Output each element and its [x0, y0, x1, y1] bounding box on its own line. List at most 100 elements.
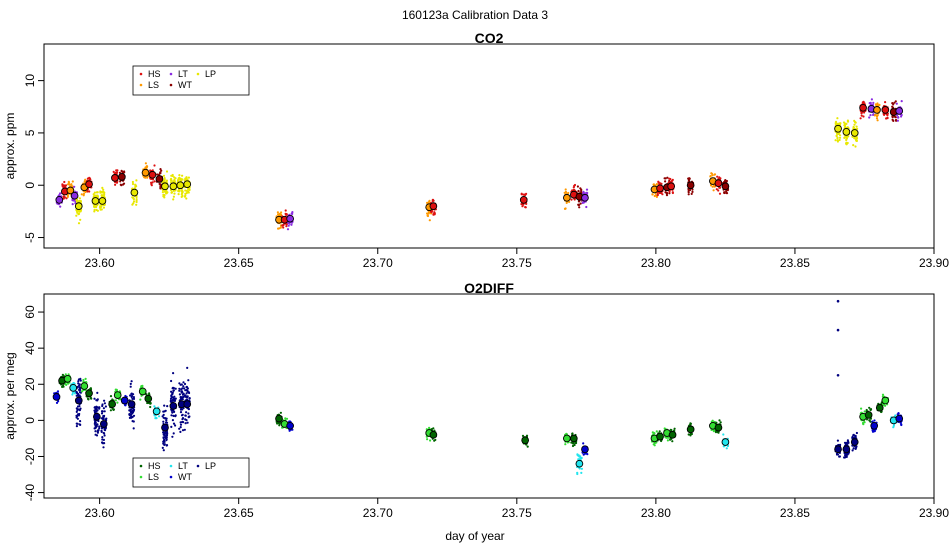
co2-cluster-mean [656, 184, 664, 193]
o2diff-title: O2DIFF [464, 280, 514, 296]
o2diff-data-point [77, 380, 80, 383]
o2diff-data-point [179, 421, 182, 424]
o2diff-data-point [854, 435, 857, 438]
co2-data-point [836, 140, 840, 143]
o2diff-data-point [689, 433, 692, 436]
co2-data-point [170, 177, 173, 180]
o2diff-data-point [129, 385, 132, 388]
co2-data-point [177, 177, 180, 180]
o2diff-data-point [521, 434, 525, 437]
co2-data-point [282, 224, 285, 227]
o2diff-axes: 23.60 23.65 23.70 23.75 23.80 23.85 23.90 -40 -2… [23, 305, 949, 520]
co2-data-point [577, 189, 580, 193]
o2diff-data-point [186, 366, 189, 369]
co2-data-point [834, 122, 837, 125]
co2-data-point [427, 211, 430, 214]
co2-data-point [836, 137, 839, 140]
co2-data-point [651, 193, 654, 196]
o2diff-y-tick-label: 60 [23, 305, 37, 319]
o2diff-data-point [130, 380, 133, 383]
co2-data-point [178, 174, 181, 177]
co2-legend-marker-ls [139, 83, 143, 87]
o2diff-data-point [575, 441, 578, 445]
co2-data-point [870, 98, 874, 101]
o2diff-data-point [64, 373, 67, 376]
o2diff-cluster-mean [842, 445, 851, 454]
o2diff-data-point [181, 417, 185, 420]
o2diff-data-point [673, 427, 676, 430]
co2-cluster-mean [286, 214, 294, 223]
o2diff-cluster-mean [569, 434, 578, 443]
co2-cluster-mean [85, 180, 93, 189]
o2diff-data-point [103, 434, 106, 437]
co2-data-point [671, 191, 675, 195]
co2-data-point [842, 121, 846, 124]
co2-cluster-mean [111, 174, 119, 182]
co2-data-point [172, 195, 175, 198]
co2-data-point [277, 227, 280, 230]
co2-legend-marker-wt [169, 83, 173, 87]
o2diff-data-point [186, 389, 189, 392]
o2diff-data-point [161, 446, 164, 449]
co2-data-point [663, 177, 666, 180]
o2diff-data-point [179, 408, 183, 411]
co2-data-point [586, 191, 589, 195]
o2diff-data-point [871, 429, 874, 432]
co2-data-point [666, 176, 669, 179]
co2-data-point [688, 177, 691, 180]
o2diff-data-point [148, 392, 151, 395]
o2diff-data-point [77, 413, 80, 416]
co2-data-point [884, 101, 887, 104]
o2diff-data-point [132, 420, 135, 423]
o2diff-cluster-mean [286, 421, 294, 430]
co2-data-point [845, 138, 848, 142]
o2diff-data-point [183, 387, 186, 390]
co2-data-point [184, 194, 187, 197]
o2diff-data-point [61, 373, 64, 376]
o2diff-data-point [94, 433, 97, 436]
o2diff-legend-hs: HS [148, 461, 161, 471]
co2-data-point [70, 185, 73, 188]
co2-data-point [886, 116, 889, 119]
o2diff-data-point [182, 385, 185, 388]
o2diff-data-point [165, 431, 169, 434]
o2diff-data-point [655, 430, 658, 433]
co2-data-point [522, 193, 525, 196]
co2-y-tick-label: -5 [23, 232, 37, 243]
co2-data-point [66, 194, 69, 197]
co2-data-point [143, 176, 146, 179]
o2diff-data-point [892, 424, 896, 427]
o2diff-data-point [149, 402, 152, 405]
o2diff-points [53, 299, 903, 476]
o2diff-data-point [132, 414, 136, 417]
o2diff-data-point [102, 446, 105, 449]
co2-data-point [153, 180, 156, 183]
o2diff-x-tick-label: 23.90 [919, 506, 949, 520]
co2-data-point [79, 218, 82, 221]
co2-cluster-mean [98, 197, 107, 205]
o2diff-data-point [67, 382, 70, 385]
co2-data-point [656, 193, 659, 196]
co2-data-point [897, 116, 900, 119]
co2-data-point [567, 191, 570, 195]
o2diff-data-point [75, 390, 78, 393]
co2-data-point [665, 191, 668, 194]
o2diff-data-point [180, 414, 184, 417]
co2-x-tick-label: 23.80 [641, 256, 671, 270]
o2diff-cluster-mean [850, 438, 859, 446]
o2diff-x-tick-label: 23.85 [780, 506, 810, 520]
co2-data-point [862, 115, 865, 118]
o2diff-data-point [93, 409, 96, 412]
o2diff-data-point [65, 383, 68, 386]
o2diff-legend-marker-lp [196, 464, 200, 468]
co2-data-point [860, 114, 863, 117]
co2-data-point [68, 183, 71, 186]
o2diff-data-point [129, 409, 132, 412]
o2diff-data-point [76, 394, 79, 397]
o2diff-cluster-mean [169, 402, 178, 410]
co2-legend-lp: LP [205, 69, 216, 79]
o2diff-data-point [580, 471, 583, 474]
co2-data-point [165, 179, 168, 182]
co2-data-point [102, 190, 105, 193]
